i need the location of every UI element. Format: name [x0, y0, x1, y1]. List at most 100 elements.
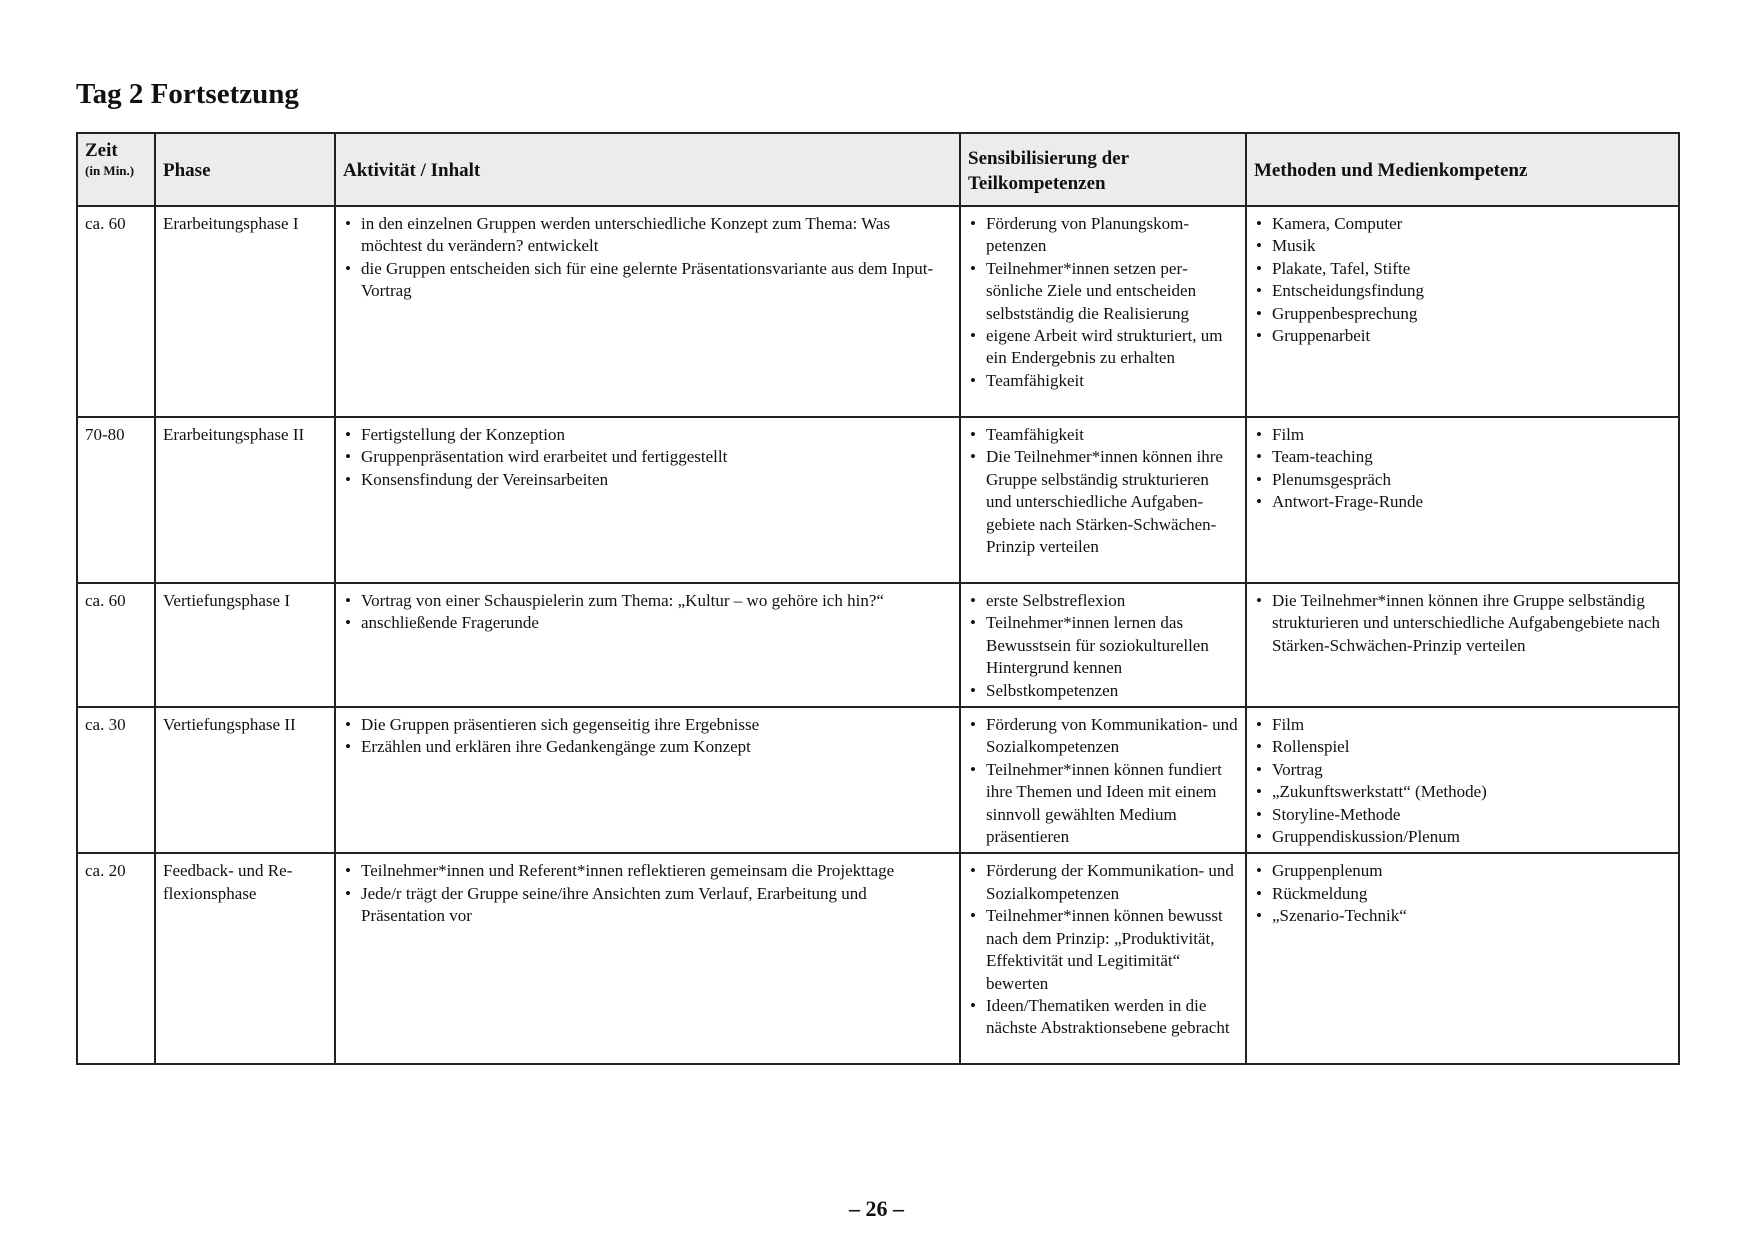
list-item: Teilnehmer*innen setzen per­sönliche Zie… — [968, 258, 1238, 325]
header-zeit-label: Zeit — [85, 140, 118, 161]
cell-sensibilisierung: Förderung der Kommunikati­on- und Sozial… — [959, 852, 1247, 1066]
cell-sensibilisierung: TeamfähigkeitDie Teilnehmer*innen kön­ne… — [959, 416, 1247, 584]
header-methoden: Methoden und Medienkompetenz — [1245, 132, 1680, 207]
cell-zeit: ca. 60 — [76, 205, 156, 418]
list-item: erste Selbstreflexion — [968, 590, 1238, 613]
list-item: Storyline-Methode — [1254, 804, 1671, 827]
cell-methoden: GruppenplenumRückmeldung„Szenario-Techni… — [1245, 852, 1680, 1066]
list-item: Teamfähigkeit — [968, 370, 1238, 393]
list-item: Die Gruppen präsentieren sich gegenseiti… — [343, 714, 952, 737]
list-item: Teilnehmer*innen können fundiert ihre Th… — [968, 759, 1238, 849]
list-item: Förderung von Kommunikati­on- und Sozial… — [968, 714, 1238, 759]
list-item: Kamera, Computer — [1254, 213, 1671, 236]
header-aktivitaet: Aktivität / Inhalt — [334, 132, 961, 207]
list-item: Jede/r trägt der Gruppe seine/ihre Ansic… — [343, 883, 952, 928]
list-item: Rückmeldung — [1254, 883, 1671, 906]
bullet-list: Teilnehmer*innen und Referent*innen refl… — [343, 860, 952, 927]
header-phase: Phase — [154, 132, 336, 207]
bullet-list: Förderung von Kommunikati­on- und Sozial… — [968, 714, 1238, 848]
list-item: anschließende Fragerunde — [343, 612, 952, 635]
bullet-list: Die Teilnehmer*innen können ihre Gruppe … — [1254, 590, 1671, 657]
schedule-table: Zeit (in Min.) Phase Aktivität / Inhalt S… — [76, 132, 1680, 1066]
list-item: Die Teilnehmer*innen können ihre Gruppe … — [1254, 590, 1671, 657]
bullet-list: GruppenplenumRückmeldung„Szenario-Techni… — [1254, 860, 1671, 928]
cell-phase: Vertiefungsphase I — [154, 581, 336, 709]
table-header-row: Zeit (in Min.) Phase Aktivität / Inhalt S… — [76, 132, 1680, 207]
cell-aktivitaet: Die Gruppen präsentieren sich gegenseiti… — [334, 706, 961, 855]
list-item: Teamfähigkeit — [968, 424, 1238, 447]
list-item: Erzählen und erklären ihre Gedankengänge… — [343, 736, 952, 759]
list-item: Musik — [1254, 235, 1671, 258]
bullet-list: FilmTeam-teachingPlenumsgesprächAntwort-… — [1254, 424, 1671, 514]
list-item: „Zukunftswerkstatt“ (Methode) — [1254, 781, 1671, 804]
list-item: Rollenspiel — [1254, 736, 1671, 759]
cell-aktivitaet: Teilnehmer*innen und Referent*innen refl… — [334, 852, 961, 1066]
list-item: Fertigstellung der Konzeption — [343, 424, 952, 447]
list-item: Teilnehmer*innen und Referent*innen refl… — [343, 860, 952, 883]
page-number: – 26 – — [849, 1196, 904, 1221]
bullet-list: Förderung von Planungskom­petenzenTeilne… — [968, 213, 1238, 393]
list-item: eigene Arbeit wird struktu­riert, um ein… — [968, 325, 1238, 370]
list-item: Förderung der Kommunikati­on- und Sozial… — [968, 860, 1238, 905]
list-item: Vortrag von einer Schauspielerin zum The… — [343, 590, 952, 613]
list-item: Teilnehmer*innen lernen das Bewusstsein … — [968, 612, 1238, 679]
list-item: Teilnehmer*innen können be­wusst nach de… — [968, 905, 1238, 995]
list-item: Film — [1254, 714, 1671, 737]
cell-zeit: 70-80 — [76, 416, 156, 584]
list-item: Förderung von Planungskom­petenzen — [968, 213, 1238, 258]
header-zeit: Zeit (in Min.) — [76, 132, 156, 207]
list-item: Gruppenbesprechung — [1254, 303, 1671, 326]
list-item: Plakate, Tafel, Stifte — [1254, 258, 1671, 281]
cell-aktivitaet: Fertigstellung der KonzeptionGruppenpräs… — [334, 416, 961, 584]
bullet-list: TeamfähigkeitDie Teilnehmer*innen kön­ne… — [968, 424, 1238, 558]
cell-methoden: FilmRollenspielVortrag„Zukunftswerkstatt… — [1245, 706, 1680, 855]
bullet-list: in den einzelnen Gruppen werden untersch… — [343, 213, 952, 303]
list-item: in den einzelnen Gruppen werden untersch… — [343, 213, 952, 258]
cell-phase: Feedback- und Re­flexionsphase — [154, 852, 336, 1066]
bullet-list: Die Gruppen präsentieren sich gegenseiti… — [343, 714, 952, 759]
bullet-list: Fertigstellung der KonzeptionGruppenpräs… — [343, 424, 952, 492]
cell-methoden: Die Teilnehmer*innen können ihre Gruppe … — [1245, 581, 1680, 709]
bullet-list: erste SelbstreflexionTeilnehmer*innen le… — [968, 590, 1238, 702]
cell-methoden: FilmTeam-teachingPlenumsgesprächAntwort-… — [1245, 416, 1680, 584]
list-item: Gruppenpräsentation wird erarbeitet und … — [343, 446, 952, 469]
list-item: Team-teaching — [1254, 446, 1671, 469]
cell-zeit: ca. 30 — [76, 706, 156, 855]
cell-aktivitaet: Vortrag von einer Schauspielerin zum The… — [334, 581, 961, 709]
list-item: Die Teilnehmer*innen kön­nen ihre Gruppe… — [968, 446, 1238, 558]
page-title: Tag 2 Fortsetzung — [76, 78, 299, 110]
list-item: Gruppendiskussion/Plenum — [1254, 826, 1671, 849]
bullet-list: FilmRollenspielVortrag„Zukunftswerkstatt… — [1254, 714, 1671, 849]
cell-zeit: ca. 60 — [76, 581, 156, 709]
list-item: Gruppenarbeit — [1254, 325, 1671, 348]
list-item: Ideen/Thematiken werden in die nächste A… — [968, 995, 1238, 1040]
list-item: Antwort-Frage-Runde — [1254, 491, 1671, 514]
header-sensibilisierung: Sensibilisierung der Teilkompetenzen — [959, 132, 1247, 207]
list-item: Film — [1254, 424, 1671, 447]
list-item: die Gruppen entscheiden sich für eine ge… — [343, 258, 952, 303]
list-item: Plenumsgespräch — [1254, 469, 1671, 492]
cell-methoden: Kamera, ComputerMusikPlakate, Tafel, Sti… — [1245, 205, 1680, 418]
cell-phase: Erarbeitungspha­se II — [154, 416, 336, 584]
cell-sensibilisierung: Förderung von Kommunikati­on- und Sozial… — [959, 706, 1247, 855]
list-item: Entscheidungsfindung — [1254, 280, 1671, 303]
header-zeit-unit: (in Min.) — [85, 163, 135, 178]
cell-phase: Erarbeitungsphase I — [154, 205, 336, 418]
cell-aktivitaet: in den einzelnen Gruppen werden untersch… — [334, 205, 961, 418]
list-item: Selbstkompetenzen — [968, 680, 1238, 703]
list-item: Vortrag — [1254, 759, 1671, 782]
bullet-list: Förderung der Kommunikati­on- und Sozial… — [968, 860, 1238, 1039]
cell-phase: Vertiefungsphase II — [154, 706, 336, 855]
cell-zeit: ca. 20 — [76, 852, 156, 1066]
bullet-list: Vortrag von einer Schauspielerin zum The… — [343, 590, 952, 635]
cell-sensibilisierung: erste SelbstreflexionTeilnehmer*innen le… — [959, 581, 1247, 709]
list-item: „Szenario-Technik“ — [1254, 905, 1671, 928]
cell-sensibilisierung: Förderung von Planungskom­petenzenTeilne… — [959, 205, 1247, 418]
list-item: Konsensfindung der Vereinsarbeiten — [343, 469, 952, 492]
list-item: Gruppenplenum — [1254, 860, 1671, 883]
